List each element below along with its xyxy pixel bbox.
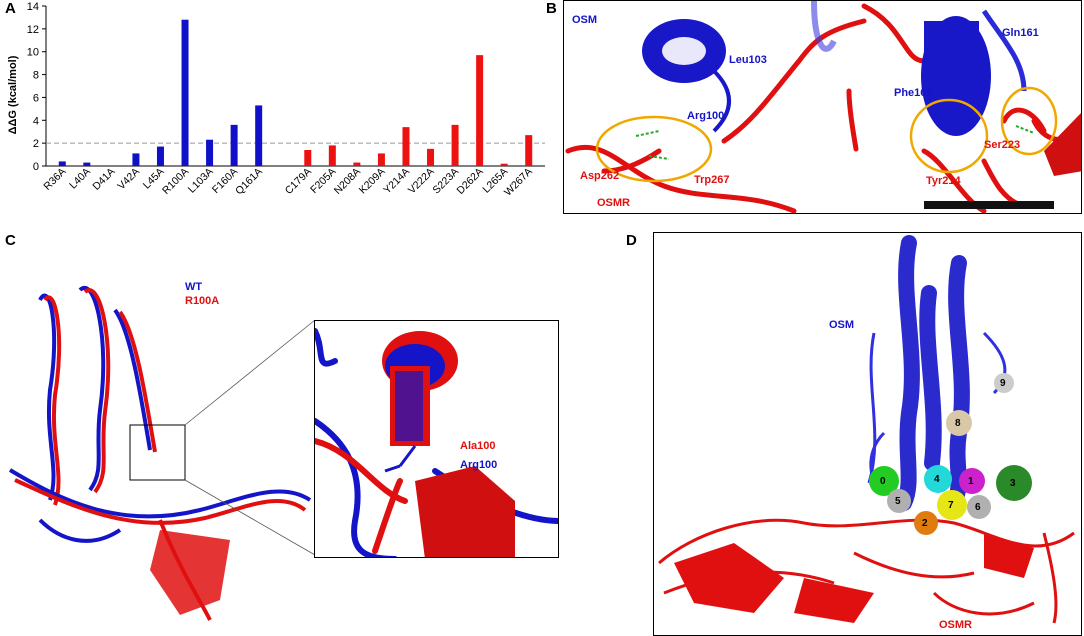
y-tick-label: 0 (33, 161, 39, 173)
panel-c-inset: Ala100 Arg100 (314, 320, 559, 558)
res-leu103: Leu103 (729, 54, 767, 66)
bar (304, 150, 312, 166)
y-tick-label: 2 (33, 138, 39, 150)
y-tick-label: 6 (33, 92, 39, 104)
bar (353, 162, 361, 166)
patch-3: 3 (1010, 478, 1016, 489)
x-tick-label: V42A (115, 166, 142, 193)
x-tick-label: N208A (332, 166, 363, 197)
bar (525, 135, 533, 166)
panel-d-render: 0 1 2 3 4 5 6 7 8 9 OSM OSMR (658, 235, 1075, 631)
patch-8: 8 (955, 418, 961, 429)
legend-r100a: R100A (185, 295, 219, 307)
x-tick-label: R36A (41, 166, 68, 193)
inset-ala100: Ala100 (460, 440, 495, 452)
black-strand (924, 201, 1054, 209)
bar (500, 163, 508, 166)
y-axis-label: ΔΔG (kcal/mol) (7, 55, 19, 134)
patch-5: 5 (895, 496, 901, 507)
red-sheet (1044, 113, 1081, 176)
x-tick-label: V222A (406, 166, 437, 197)
bar (476, 55, 484, 167)
x-tick-label: D41A (90, 166, 117, 193)
patch-9: 9 (1000, 378, 1006, 389)
patch-2: 2 (922, 518, 928, 529)
inset-render: Ala100 Arg100 (315, 328, 558, 557)
x-tick-label: S223A (430, 166, 461, 197)
panel-b-structure: OSM OSMR Leu103 Arg100 Phe160 Gln161 Asp… (563, 0, 1082, 214)
bar (427, 148, 435, 166)
bar (156, 146, 164, 166)
y-tick-label: 10 (27, 47, 39, 59)
res-phe160: Phe160 (894, 87, 933, 99)
x-tick-label: Y214A (381, 166, 412, 197)
x-tick-label: K209A (357, 166, 388, 197)
panel-d-structure: 0 1 2 3 4 5 6 7 8 9 OSM OSMR (653, 232, 1082, 636)
panel-b-render: OSM OSMR Leu103 Arg100 Phe160 Gln161 Asp… (565, 1, 1081, 213)
y-tick-label: 14 (27, 1, 39, 13)
bar (181, 19, 189, 167)
bar (132, 153, 140, 166)
inset-arg100: Arg100 (460, 459, 497, 471)
bar (328, 145, 336, 166)
highlight-circle-3 (1000, 86, 1058, 156)
bar (255, 105, 263, 166)
bar (58, 161, 66, 166)
y-tick-label: 4 (33, 115, 39, 127)
bar (230, 124, 238, 166)
y-tick-label: 12 (27, 24, 39, 36)
res-arg100: Arg100 (687, 110, 724, 122)
osm-label-d: OSM (829, 319, 854, 331)
y-tick-label: 8 (33, 70, 39, 82)
res-ser223: Ser223 (984, 139, 1020, 151)
osmr-label: OSMR (597, 197, 630, 209)
x-tick-label: D262A (455, 166, 486, 197)
zoom-box (129, 424, 186, 481)
x-tick-label: W267A (502, 166, 535, 199)
patch-6: 6 (975, 502, 981, 513)
x-tick-label: L40A (67, 166, 93, 192)
highlight-circle-1 (595, 115, 713, 183)
x-tick-label: Q161A (233, 166, 265, 198)
panel-a-bar-chart: ΔΔG (kcal/mol) 0 2 4 6 8 10 12 14 R36AL40AD41AV4… (7, 1, 545, 199)
res-gln161: Gln161 (1002, 27, 1039, 39)
bar (377, 153, 385, 166)
bar (206, 139, 214, 166)
osm-label: OSM (572, 14, 597, 26)
bar (451, 124, 459, 166)
patch-4: 4 (934, 474, 940, 485)
res-trp267: Trp267 (694, 174, 729, 186)
bar (83, 162, 91, 166)
x-tick-label: R100A (160, 166, 191, 197)
x-tick-label: L103A (186, 166, 216, 196)
legend-wt: WT (185, 281, 202, 293)
panel-d-label: D (626, 232, 637, 249)
panel-c-label: C (5, 232, 16, 249)
panel-c-overlay: WT R100A (8, 281, 316, 621)
patch-7: 7 (948, 500, 954, 511)
bar (402, 127, 410, 166)
highlight-circle-2 (909, 98, 989, 174)
patch-0: 0 (880, 476, 886, 487)
x-tick-label: C179A (283, 166, 314, 197)
patch-1: 1 (968, 476, 974, 487)
osmr-label-d: OSMR (939, 619, 972, 631)
panel-a-label: A (5, 0, 16, 17)
res-tyr214: Tyr214 (926, 175, 962, 187)
res-asp262: Asp262 (580, 170, 619, 182)
panel-b-label: B (546, 0, 557, 17)
